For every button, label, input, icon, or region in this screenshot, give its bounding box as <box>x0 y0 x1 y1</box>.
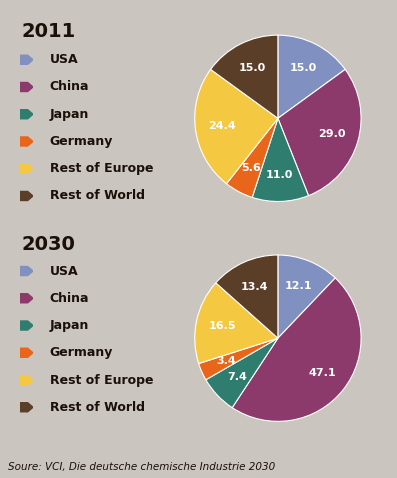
Wedge shape <box>195 283 278 364</box>
Polygon shape <box>20 55 33 64</box>
Wedge shape <box>216 255 278 338</box>
Text: 12.1: 12.1 <box>285 281 313 291</box>
Text: USA: USA <box>50 264 78 278</box>
Text: USA: USA <box>50 53 78 66</box>
Wedge shape <box>206 338 278 408</box>
Text: 15.0: 15.0 <box>290 63 317 73</box>
Wedge shape <box>278 69 361 196</box>
Text: Soure: VCI, Die deutsche chemische Industrie 2030: Soure: VCI, Die deutsche chemische Indus… <box>8 462 275 472</box>
Polygon shape <box>20 294 33 303</box>
Text: 3.4: 3.4 <box>216 356 236 366</box>
Polygon shape <box>20 83 33 91</box>
Text: 2011: 2011 <box>22 22 76 41</box>
Wedge shape <box>278 255 335 338</box>
Wedge shape <box>227 119 278 197</box>
Text: Rest of Europe: Rest of Europe <box>50 373 153 387</box>
Wedge shape <box>211 35 278 119</box>
Text: 24.4: 24.4 <box>208 121 236 131</box>
Text: 15.0: 15.0 <box>239 63 266 73</box>
Text: 13.4: 13.4 <box>241 282 268 292</box>
Text: 7.4: 7.4 <box>227 372 247 382</box>
Polygon shape <box>20 403 33 412</box>
Text: 16.5: 16.5 <box>209 321 236 331</box>
Wedge shape <box>198 338 278 380</box>
Text: Rest of World: Rest of World <box>50 189 145 203</box>
Polygon shape <box>20 110 33 119</box>
Text: 2030: 2030 <box>22 235 76 254</box>
Text: 5.6: 5.6 <box>241 163 261 173</box>
Text: 47.1: 47.1 <box>308 369 336 379</box>
Polygon shape <box>20 192 33 200</box>
Polygon shape <box>20 348 33 357</box>
Wedge shape <box>278 35 345 119</box>
Text: Rest of Europe: Rest of Europe <box>50 162 153 175</box>
Text: Rest of World: Rest of World <box>50 401 145 414</box>
Polygon shape <box>20 321 33 330</box>
Polygon shape <box>20 137 33 146</box>
Polygon shape <box>20 376 33 384</box>
Polygon shape <box>20 267 33 275</box>
Text: China: China <box>50 80 89 94</box>
Text: Japan: Japan <box>50 108 89 121</box>
Text: 11.0: 11.0 <box>266 170 293 180</box>
Polygon shape <box>20 164 33 173</box>
Wedge shape <box>232 278 361 421</box>
Text: Japan: Japan <box>50 319 89 332</box>
Text: China: China <box>50 292 89 305</box>
Text: Germany: Germany <box>50 135 113 148</box>
Text: Germany: Germany <box>50 346 113 359</box>
Wedge shape <box>252 119 308 202</box>
Wedge shape <box>195 69 278 184</box>
Text: 29.0: 29.0 <box>318 129 346 139</box>
